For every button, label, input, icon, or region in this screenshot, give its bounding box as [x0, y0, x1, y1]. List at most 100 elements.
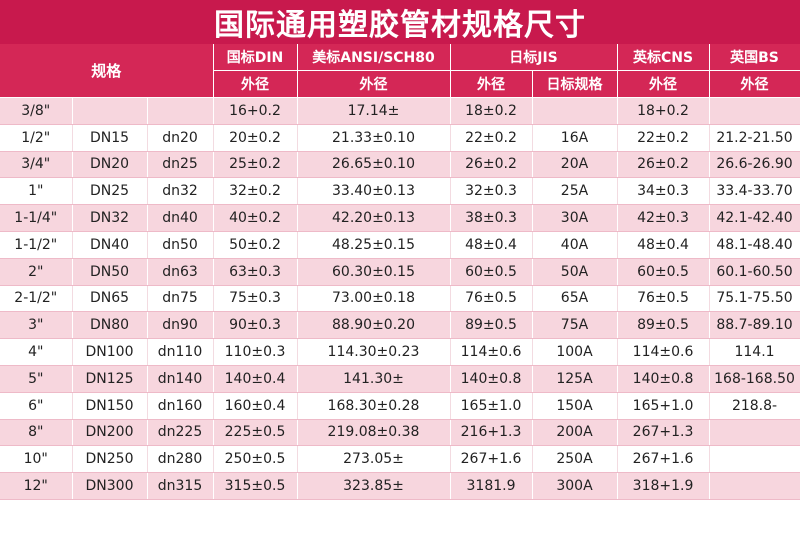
cell-od-bs: 114.1	[709, 338, 800, 366]
cell-od-bs: 33.4-33.70	[709, 177, 800, 206]
cell-od-cns: 165+1.0	[617, 392, 710, 420]
cell-od-din: 250±0.5	[213, 445, 298, 474]
cell-od-jis: 165±1.0	[450, 392, 533, 420]
cell-od-cns: 318+1.9	[617, 472, 710, 500]
table-row: 3/4" DN20 dn25 25±0.2 26.65±0.10 26±0.2 20A 26±…	[0, 151, 800, 179]
cell-od-cns: 26±0.2	[617, 151, 710, 179]
header-jis: 日标JIS	[450, 44, 618, 71]
cell-od-din: 140±0.4	[213, 365, 298, 393]
cell-dn: DN100	[72, 338, 148, 366]
table-row: 1" DN25 dn32 32±0.2 33.40±0.13 32±0.3 25A 34±0.…	[0, 177, 800, 206]
cell-jis-spec: 250A	[532, 445, 618, 474]
cell-jis-spec: 100A	[532, 338, 618, 366]
cell-dn: DN50	[72, 258, 148, 286]
cell-dn-small: dn160	[147, 392, 214, 420]
header-od-bs: 外径	[709, 70, 800, 98]
cell-dn-small: dn140	[147, 365, 214, 393]
table-row: 12" DN300 dn315 315±0.5 323.85± 3181.9 300A 318…	[0, 472, 800, 500]
cell-od-din: 25±0.2	[213, 151, 298, 179]
cell-jis-spec: 50A	[532, 258, 618, 286]
cell-inch: 1-1/4"	[0, 204, 73, 232]
cell-dn-small: dn40	[147, 204, 214, 232]
table-row: 3/8" 16+0.2 17.14± 18±0.2 18+0.2	[0, 97, 800, 125]
cell-jis-spec	[532, 97, 618, 125]
cell-dn-small: dn25	[147, 151, 214, 179]
cell-jis-spec: 16A	[532, 124, 618, 152]
cell-od-jis: 3181.9	[450, 472, 533, 500]
cell-inch: 1/2"	[0, 124, 73, 152]
cell-od-bs: 60.1-60.50	[709, 258, 800, 286]
cell-od-ansi: 26.65±0.10	[297, 151, 451, 179]
cell-jis-spec: 75A	[532, 311, 618, 340]
cell-od-din: 20±0.2	[213, 124, 298, 152]
cell-jis-spec: 150A	[532, 392, 618, 420]
cell-od-ansi: 219.08±0.38	[297, 419, 451, 447]
cell-od-din: 110±0.3	[213, 338, 298, 366]
cell-inch: 3/8"	[0, 97, 73, 125]
cell-jis-spec: 30A	[532, 204, 618, 232]
page-title: 国际通用塑胶管材规格尺寸	[0, 0, 800, 44]
cell-od-din: 16+0.2	[213, 97, 298, 125]
cell-jis-spec: 25A	[532, 177, 618, 206]
cell-od-cns: 114±0.6	[617, 338, 710, 366]
cell-inch: 1-1/2"	[0, 231, 73, 259]
cell-inch: 10"	[0, 445, 73, 474]
cell-od-bs: 26.6-26.90	[709, 151, 800, 179]
cell-od-din: 40±0.2	[213, 204, 298, 232]
cell-od-cns: 48±0.4	[617, 231, 710, 259]
cell-od-ansi: 141.30±	[297, 365, 451, 393]
cell-od-bs: 75.1-75.50	[709, 285, 800, 313]
cell-od-ansi: 114.30±0.23	[297, 338, 451, 366]
cell-dn: DN150	[72, 392, 148, 420]
cell-dn-small	[147, 97, 214, 125]
cell-od-bs: 168-168.50	[709, 365, 800, 393]
cell-inch: 2-1/2"	[0, 285, 73, 313]
cell-od-cns: 60±0.5	[617, 258, 710, 286]
cell-od-din: 90±0.3	[213, 311, 298, 340]
cell-od-din: 32±0.2	[213, 177, 298, 206]
table-row: 4" DN100 dn110 110±0.3 114.30±0.23 114±0.6 100…	[0, 338, 800, 366]
cell-od-cns: 76±0.5	[617, 285, 710, 313]
cell-od-ansi: 42.20±0.13	[297, 204, 451, 232]
table-row: 5" DN125 dn140 140±0.4 141.30± 140±0.8 125A 140…	[0, 365, 800, 393]
cell-od-jis: 140±0.8	[450, 365, 533, 393]
cell-od-bs	[709, 97, 800, 125]
cell-od-din: 160±0.4	[213, 392, 298, 420]
cell-dn-small: dn280	[147, 445, 214, 474]
cell-od-bs	[709, 472, 800, 500]
table-row: 2" DN50 dn63 63±0.3 60.30±0.15 60±0.5 50A 60±0.…	[0, 258, 800, 286]
cell-od-ansi: 323.85±	[297, 472, 451, 500]
cell-dn-small: dn63	[147, 258, 214, 286]
cell-od-bs: 42.1-42.40	[709, 204, 800, 232]
cell-od-ansi: 33.40±0.13	[297, 177, 451, 206]
cell-dn: DN300	[72, 472, 148, 500]
cell-od-jis: 114±0.6	[450, 338, 533, 366]
cell-od-jis: 76±0.5	[450, 285, 533, 313]
header-din: 国标DIN	[213, 44, 298, 71]
cell-od-cns: 267+1.3	[617, 419, 710, 447]
cell-dn: DN65	[72, 285, 148, 313]
cell-od-cns: 89±0.5	[617, 311, 710, 340]
cell-inch: 6"	[0, 392, 73, 420]
table-row: 6" DN150 dn160 160±0.4 168.30±0.28 165±1.0 150…	[0, 392, 800, 420]
table-row: 1-1/2" DN40 dn50 50±0.2 48.25±0.15 48±0.4 40A 4…	[0, 231, 800, 259]
header-bs: 英国BS	[709, 44, 800, 71]
cell-od-cns: 18+0.2	[617, 97, 710, 125]
cell-od-bs	[709, 445, 800, 474]
cell-od-cns: 140±0.8	[617, 365, 710, 393]
cell-od-ansi: 88.90±0.20	[297, 311, 451, 340]
header-od-din: 外径	[213, 70, 298, 98]
cell-dn: DN40	[72, 231, 148, 259]
cell-od-din: 63±0.3	[213, 258, 298, 286]
cell-dn-small: dn20	[147, 124, 214, 152]
cell-od-bs	[709, 419, 800, 447]
header-od-jis: 外径	[450, 70, 533, 98]
header-jis-spec: 日标规格	[532, 70, 618, 98]
cell-od-jis: 32±0.3	[450, 177, 533, 206]
cell-inch: 5"	[0, 365, 73, 393]
cell-dn-small: dn75	[147, 285, 214, 313]
table-row: 1/2" DN15 dn20 20±0.2 21.33±0.10 22±0.2 16A 22±…	[0, 124, 800, 152]
cell-dn: DN250	[72, 445, 148, 474]
cell-dn-small: dn90	[147, 311, 214, 340]
cell-dn: DN15	[72, 124, 148, 152]
